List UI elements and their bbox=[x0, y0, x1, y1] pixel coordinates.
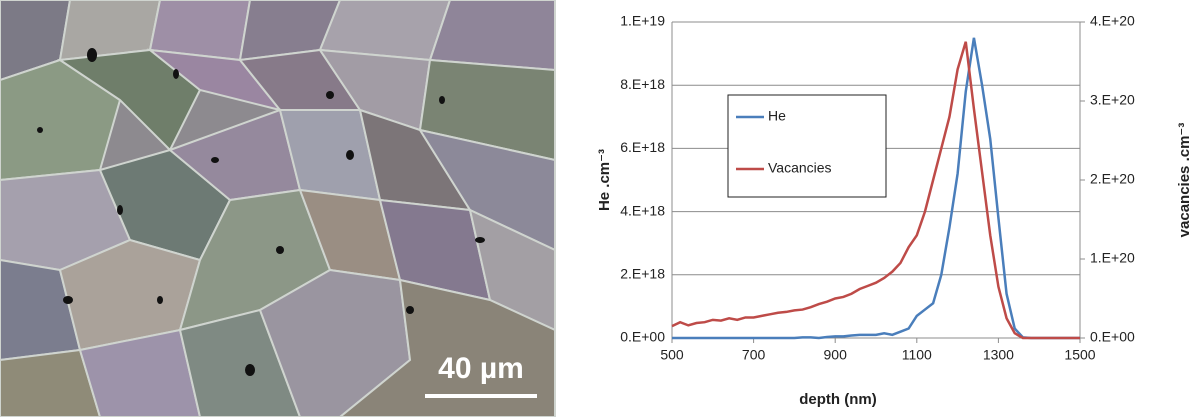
y-tick-label: 8.E+18 bbox=[620, 76, 665, 92]
x-tick-label: 1500 bbox=[1064, 347, 1095, 363]
y2-tick-label: 4.E+20 bbox=[1090, 13, 1135, 29]
y-tick-label: 0.E+00 bbox=[620, 329, 665, 345]
scale-label: 40 µm bbox=[438, 352, 524, 385]
legend-box bbox=[728, 95, 886, 197]
x-tick-label: 1100 bbox=[902, 347, 932, 363]
y-tick-label: 4.E+18 bbox=[620, 202, 665, 218]
x-tick-label: 700 bbox=[742, 347, 766, 363]
x-tick-label: 900 bbox=[824, 347, 848, 363]
x-axis-label: depth (nm) bbox=[799, 391, 876, 408]
page: 40 µm depth (nm) He .cm⁻³ vacancies .cm⁻… bbox=[0, 0, 1203, 417]
legend-label: Vacancies bbox=[768, 160, 832, 176]
y-tick-label: 2.E+18 bbox=[620, 266, 665, 282]
micrograph: 40 µm bbox=[0, 0, 555, 417]
y-tick-label: 6.E+18 bbox=[620, 139, 665, 155]
y-tick-label: 1.E+19 bbox=[620, 13, 665, 29]
x-tick-label: 1300 bbox=[983, 347, 1014, 363]
y2-tick-label: 2.E+20 bbox=[1090, 171, 1135, 187]
y-axis-label: He .cm⁻³ bbox=[596, 149, 613, 211]
y2-tick-label: 0.E+00 bbox=[1090, 329, 1135, 345]
legend-label: He bbox=[768, 108, 786, 124]
y2-tick-label: 3.E+20 bbox=[1090, 92, 1135, 108]
x-tick-label: 500 bbox=[660, 347, 684, 363]
y2-axis-label: vacancies .cm⁻³ bbox=[1176, 123, 1193, 238]
y2-tick-label: 1.E+20 bbox=[1090, 250, 1135, 266]
